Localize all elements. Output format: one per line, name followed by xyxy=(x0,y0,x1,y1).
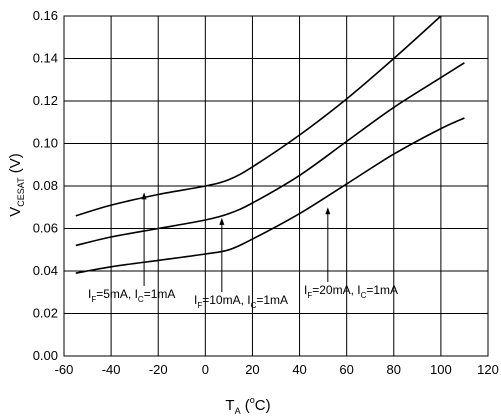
x-axis-label: TA (oC) xyxy=(225,395,270,416)
x-tick-label: 40 xyxy=(292,362,306,377)
x-tick-labels: -60 -40 -20 0 20 40 60 80 100 120 xyxy=(55,362,499,377)
x-tick-label: -20 xyxy=(149,362,168,377)
series-line xyxy=(75,117,465,274)
y-tick-label: 0.16 xyxy=(33,8,58,23)
y-tick-label: 0.10 xyxy=(33,136,58,151)
y-tick-labels: 0.00 0.02 0.04 0.06 0.08 0.10 0.12 0.14 0.16 xyxy=(33,8,58,363)
annotations: IF=5mA, IC=1mA IF=10mA, IC=1mA IF=20mA, IC… xyxy=(88,192,398,310)
annotation-label: IF=5mA, IC=1mA xyxy=(88,287,175,304)
x-tick-label: -60 xyxy=(55,362,74,377)
y-tick-label: 0.02 xyxy=(33,306,58,321)
y-tick-label: 0.06 xyxy=(33,221,58,236)
y-tick-label: 0.12 xyxy=(33,93,58,108)
annotation-label: IF=10mA, IC=1mA xyxy=(194,293,288,310)
annotation-arrowhead xyxy=(219,217,225,225)
y-tick-label: 0.14 xyxy=(33,51,58,66)
annotation-arrowhead xyxy=(141,192,147,200)
y-tick-label: 0.00 xyxy=(33,348,58,363)
annotation-label: IF=20mA, IC=1mA xyxy=(304,283,398,300)
x-tick-label: 100 xyxy=(430,362,452,377)
plot-frame xyxy=(63,15,489,357)
x-tick-label: 60 xyxy=(339,362,353,377)
series-line xyxy=(75,62,465,247)
y-axis-label: VCESAT (V) xyxy=(7,153,26,217)
x-tick-label: 20 xyxy=(245,362,259,377)
annotation-arrowhead xyxy=(325,207,331,215)
y-tick-label: 0.08 xyxy=(33,178,58,193)
x-tick-label: 0 xyxy=(202,362,209,377)
x-tick-label: 80 xyxy=(387,362,401,377)
y-tick-label: 0.04 xyxy=(33,263,58,278)
x-tick-label: -40 xyxy=(102,362,121,377)
x-tick-label: 120 xyxy=(477,362,499,377)
curves xyxy=(75,15,465,274)
series-line xyxy=(75,15,442,217)
